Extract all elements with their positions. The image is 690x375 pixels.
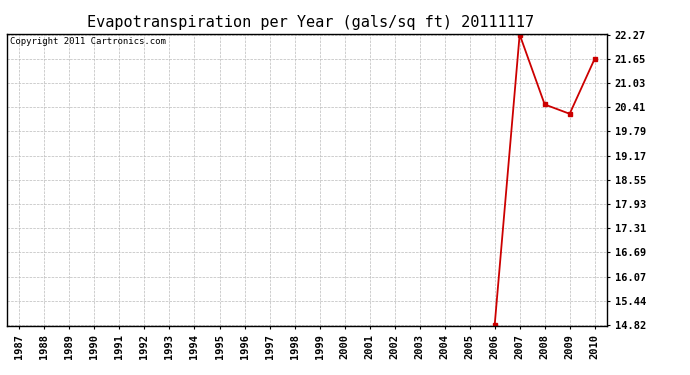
Text: Evapotranspiration per Year (gals/sq ft) 20111117: Evapotranspiration per Year (gals/sq ft)…	[87, 15, 534, 30]
Text: Copyright 2011 Cartronics.com: Copyright 2011 Cartronics.com	[10, 37, 166, 46]
